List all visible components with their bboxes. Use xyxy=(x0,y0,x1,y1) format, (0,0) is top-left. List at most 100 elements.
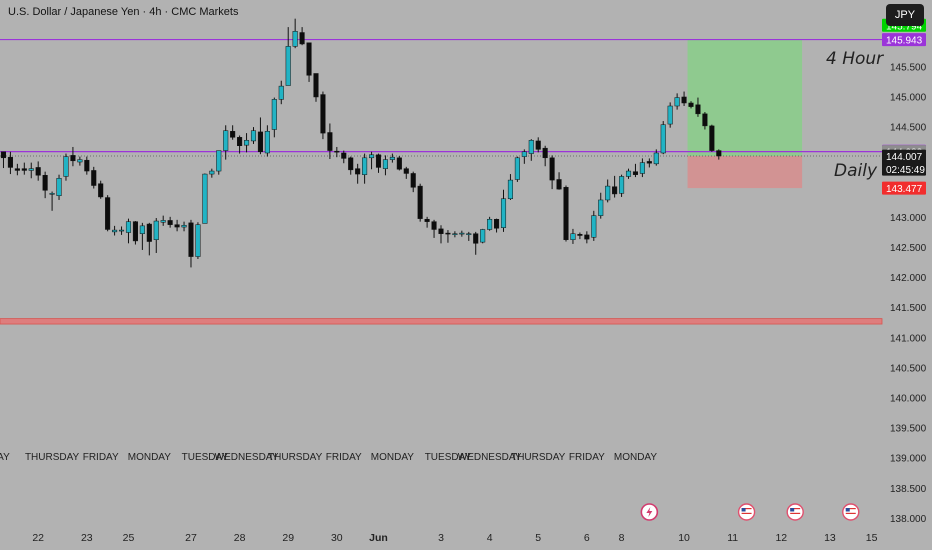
candle-body xyxy=(292,31,298,47)
candle xyxy=(0,151,7,169)
event-flag-icon[interactable] xyxy=(737,503,756,521)
bolt-glyph xyxy=(646,507,653,517)
weekday-label: WEDNESDAY xyxy=(215,452,279,463)
candle xyxy=(598,192,604,219)
candle-body xyxy=(431,221,437,230)
candle xyxy=(674,93,680,110)
date-label: 8 xyxy=(619,532,625,544)
candle-body xyxy=(223,130,229,151)
y-tick-label: 145.000 xyxy=(890,92,927,103)
date-label: 22 xyxy=(32,532,44,544)
event-bolt-icon[interactable] xyxy=(640,503,659,521)
candle xyxy=(264,125,270,157)
candle-body xyxy=(257,131,263,153)
candle xyxy=(688,101,694,109)
candle-body xyxy=(355,168,361,175)
candle xyxy=(459,230,465,237)
candle xyxy=(341,150,347,164)
candle xyxy=(660,121,666,155)
candle-body xyxy=(688,102,694,107)
support-zone xyxy=(0,318,883,325)
candle-body xyxy=(410,173,416,188)
candle-body xyxy=(118,229,125,232)
symbol-title[interactable]: U.S. Dollar / Japanese Yen · 4h · CMC Ma… xyxy=(8,6,239,18)
flag-stripe xyxy=(790,508,801,510)
candle xyxy=(230,125,236,140)
y-tick-label: 141.000 xyxy=(890,333,927,344)
candle xyxy=(271,97,277,138)
weekday-label: TUESDAY xyxy=(425,452,472,463)
candle xyxy=(49,191,55,211)
date-label: 12 xyxy=(775,532,787,544)
candle xyxy=(619,174,625,197)
candle xyxy=(480,228,486,244)
candle xyxy=(223,125,229,160)
candle-body xyxy=(334,150,340,153)
currency-button[interactable]: JPY xyxy=(886,4,924,26)
candle xyxy=(632,163,638,178)
candle-body xyxy=(188,222,194,257)
candle xyxy=(132,221,138,245)
candle-body xyxy=(56,178,62,196)
candle-body xyxy=(278,85,284,100)
y-tick-label: 141.500 xyxy=(890,303,927,314)
candle-body xyxy=(556,179,562,190)
date-label: 4 xyxy=(487,532,493,544)
candle xyxy=(716,149,722,160)
candle-body xyxy=(28,168,34,171)
candle xyxy=(514,156,520,182)
candle-body xyxy=(139,225,145,234)
date-label: 30 xyxy=(331,532,343,544)
candle-body xyxy=(35,167,41,176)
event-flag-icon[interactable] xyxy=(842,503,860,521)
candle-body xyxy=(403,168,409,174)
candle-body xyxy=(375,154,382,168)
label-daily: Daily xyxy=(834,161,878,181)
candle xyxy=(139,222,145,250)
candle xyxy=(521,149,527,164)
candle xyxy=(174,219,180,232)
weekday-label: WEDNESDAY xyxy=(458,452,522,463)
weekday-label: MONDAY xyxy=(371,452,414,463)
candle-body xyxy=(702,113,708,127)
date-label: 29 xyxy=(282,532,294,544)
event-flag-icon[interactable] xyxy=(786,503,804,521)
candle-body xyxy=(244,140,250,146)
candle-body xyxy=(459,232,465,235)
candle-body xyxy=(167,220,173,225)
y-tick-label: 144.500 xyxy=(890,122,927,133)
candle xyxy=(216,150,222,175)
candle xyxy=(91,166,97,189)
flag-stripe xyxy=(741,508,752,510)
candle xyxy=(56,174,62,200)
candle xyxy=(375,153,382,173)
candle-body xyxy=(320,94,326,134)
candle xyxy=(681,91,687,107)
candle-body xyxy=(382,159,388,169)
candle xyxy=(70,146,76,167)
candle xyxy=(535,137,541,153)
candle xyxy=(556,172,562,190)
candle-body xyxy=(70,155,76,162)
y-tick-label: 139.500 xyxy=(890,424,927,435)
candle xyxy=(285,27,291,86)
date-label: 28 xyxy=(234,532,246,544)
price-tag-bg xyxy=(882,149,926,176)
candle-body xyxy=(49,193,55,195)
stop-zone xyxy=(687,155,803,189)
candle xyxy=(112,225,118,236)
candle xyxy=(118,226,125,235)
candle-body xyxy=(230,131,236,138)
candle xyxy=(487,216,493,231)
flag-stripe xyxy=(741,512,752,514)
candle-body xyxy=(63,156,69,177)
candle-body xyxy=(132,221,138,242)
candle-body xyxy=(42,175,48,191)
candle xyxy=(549,155,555,190)
candle xyxy=(473,231,479,255)
candle-body xyxy=(271,99,277,130)
candle xyxy=(306,42,312,82)
date-label: 23 xyxy=(81,532,93,544)
candle-body xyxy=(591,215,597,238)
